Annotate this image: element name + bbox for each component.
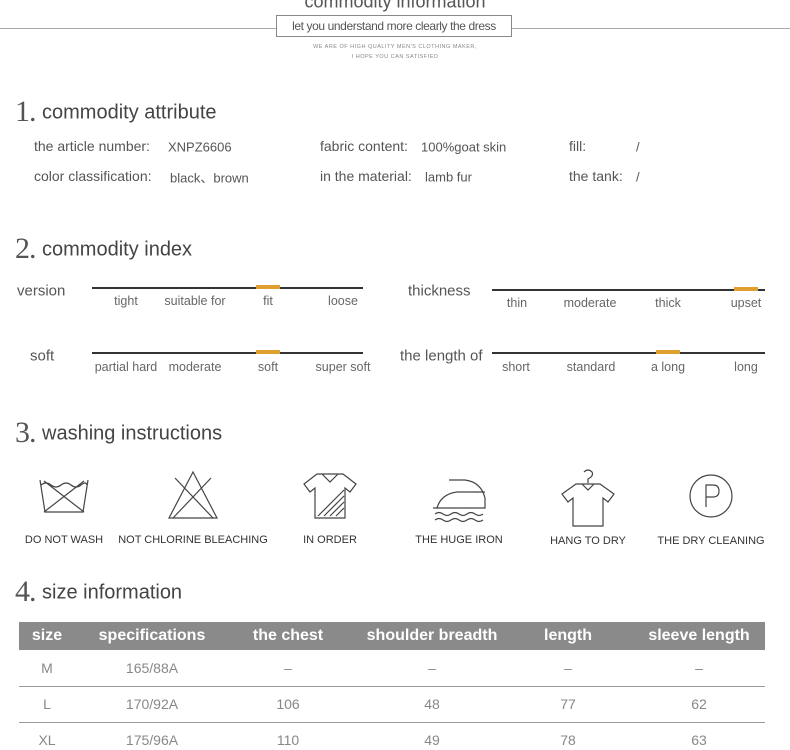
section-title: size information	[42, 581, 183, 604]
scale-marker	[256, 285, 280, 289]
scale-marker	[256, 350, 280, 354]
row-separator	[19, 722, 765, 723]
scale-option: suitable for	[164, 294, 226, 308]
table-cell: 48	[424, 696, 440, 712]
table-header-cell: specifications	[98, 627, 206, 644]
table-header-cell: the chest	[252, 627, 324, 644]
table-header-cell: shoulder breadth	[366, 627, 498, 644]
table-cell: XL	[38, 732, 56, 748]
attribute-label: fabric content:	[320, 138, 408, 154]
scale-option: partial hard	[94, 360, 158, 374]
scale-label: the length of	[400, 347, 483, 365]
scale-option: thin	[506, 296, 528, 310]
wash-icon	[681, 468, 741, 528]
scale-label: thickness	[408, 282, 471, 300]
attribute-value: /	[636, 169, 640, 185]
table-header-cell: length	[544, 627, 592, 644]
table-cell: 49	[424, 732, 440, 748]
wash-icon	[300, 468, 360, 528]
wash-label: IN ORDER	[303, 534, 357, 546]
table-cell: –	[564, 660, 572, 676]
wash-symbol	[39, 479, 89, 513]
section-title: commodity attribute	[42, 101, 217, 124]
attribute-value: 100%goat skin	[421, 139, 507, 155]
wash-label: DO NOT WASH	[24, 534, 104, 546]
wash-symbol	[168, 470, 218, 519]
wash-symbol	[689, 474, 733, 518]
table-cell: 106	[276, 696, 300, 712]
header-title: commodity information	[304, 0, 486, 12]
wash-icon	[163, 468, 223, 528]
table-header-cell: size	[31, 627, 63, 644]
attribute-label: in the material:	[320, 168, 412, 184]
attribute-value: black、brown	[170, 170, 249, 186]
header-tagline: I HOPE YOU CAN SATISFIED	[351, 54, 439, 60]
table-cell: –	[428, 660, 436, 676]
scale-option: thick	[655, 296, 681, 310]
wash-label: HANG TO DRY	[550, 535, 626, 547]
scale-option: tight	[114, 294, 138, 308]
scale-option: loose	[328, 294, 358, 308]
table-cell: 170/92A	[125, 696, 179, 712]
section-number: 1.	[15, 95, 36, 128]
scale-option: short	[502, 360, 530, 374]
scale-line	[92, 352, 363, 354]
wash-symbol	[561, 469, 615, 527]
attribute-label: color classification:	[34, 168, 152, 184]
attribute-value: lamb fur	[425, 169, 472, 185]
scale-option: fit	[263, 294, 273, 308]
scale-line	[492, 289, 765, 291]
wash-icon	[558, 468, 618, 528]
wash-label: THE HUGE IRON	[415, 534, 503, 546]
attribute-value: /	[636, 139, 640, 155]
row-separator	[19, 686, 765, 687]
scale-marker	[734, 287, 758, 291]
header-subtitle: let you understand more clearly the dres…	[276, 15, 512, 37]
scale-option: super soft	[315, 360, 371, 374]
scale-option: long	[734, 360, 758, 374]
attribute-label: the tank:	[569, 168, 623, 184]
wash-label: NOT CHLORINE BLEACHING	[118, 534, 268, 546]
scale-marker	[656, 350, 680, 354]
table-cell: 110	[276, 732, 300, 748]
section-title: commodity index	[42, 238, 193, 261]
wash-icon	[34, 468, 94, 528]
wash-symbol	[303, 473, 357, 519]
scale-option: standard	[566, 360, 616, 374]
scale-label: soft	[30, 347, 55, 365]
table-header-bar	[19, 622, 765, 650]
table-cell: –	[695, 660, 703, 676]
table-cell: 62	[691, 696, 707, 712]
scale-option: soft	[257, 360, 279, 374]
attribute-label: the article number:	[34, 138, 150, 154]
wash-label: THE DRY CLEANING	[657, 535, 765, 547]
header-tagline: WE ARE OF HIGH QUALITY MEN'S CLOTHING MA…	[313, 44, 477, 50]
scale-option: moderate	[563, 296, 617, 310]
section-title: washing instructions	[42, 422, 223, 445]
attribute-value: XNPZ6606	[168, 139, 232, 155]
table-cell: 63	[691, 732, 707, 748]
scale-option: moderate	[168, 360, 222, 374]
table-cell: M	[41, 660, 53, 676]
table-cell: 165/88A	[125, 660, 179, 676]
section-number: 4.	[15, 575, 36, 608]
table-cell: L	[43, 696, 51, 712]
wash-icon	[429, 468, 489, 528]
section-number: 3.	[15, 416, 36, 449]
table-cell: 77	[560, 696, 576, 712]
scale-label: version	[17, 282, 66, 300]
scale-option: upset	[730, 296, 762, 310]
table-cell: 175/96A	[125, 732, 179, 748]
table-header-cell: sleeve length	[648, 627, 750, 644]
table-cell: 78	[560, 732, 576, 748]
scale-line	[92, 287, 363, 289]
attribute-label: fill:	[569, 138, 587, 154]
scale-line	[492, 352, 765, 354]
section-number: 2.	[15, 232, 36, 265]
wash-symbol	[433, 479, 486, 523]
scale-option: a long	[650, 360, 686, 374]
table-cell: –	[284, 660, 292, 676]
